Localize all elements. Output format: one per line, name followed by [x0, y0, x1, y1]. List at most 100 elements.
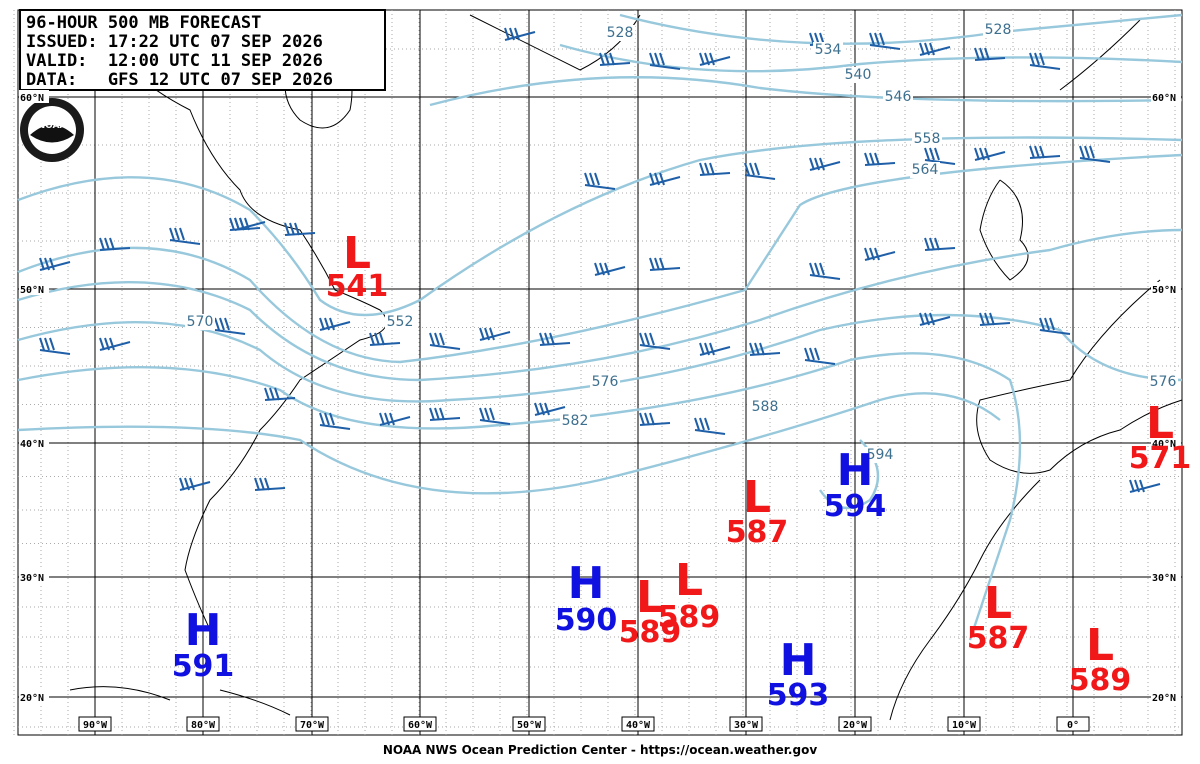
barb-feather [44, 257, 50, 271]
barb-feather [174, 227, 180, 241]
barb-feather [1084, 145, 1090, 159]
pressure-value: 589 [619, 615, 682, 650]
pressure-center: H [568, 558, 605, 609]
barb-feather [644, 412, 650, 426]
barb-feather [869, 247, 875, 261]
barb-feather [1039, 52, 1045, 66]
barb-feather [539, 332, 545, 346]
logo-text: NOAA [38, 121, 67, 131]
contour-label: 558 [914, 131, 941, 147]
pressure-center: L [1146, 398, 1174, 449]
barb-shaft [229, 227, 261, 231]
barb-feather [649, 172, 655, 186]
wind-barbs [39, 27, 1161, 493]
barb-feather [384, 412, 390, 426]
barb-feather [369, 332, 375, 346]
barb-feather [219, 317, 225, 331]
lat-label: 30°N [1152, 573, 1176, 584]
barb-feather [984, 47, 990, 61]
pressure-value: 587 [967, 621, 1030, 656]
lon-label-box [621, 716, 655, 732]
contour-label-bg [813, 42, 843, 58]
barb-feather [704, 417, 710, 431]
barb-feather [929, 312, 935, 326]
lat-label-box [19, 282, 49, 295]
barb-shaft [379, 416, 411, 426]
lat-label-box [19, 90, 49, 103]
barb-shaft [809, 161, 841, 171]
barb-shaft [699, 56, 731, 66]
barb-feather [1049, 317, 1055, 331]
barb-feather [329, 412, 335, 426]
barb-feather [869, 152, 875, 166]
barb-feather [979, 312, 985, 326]
barb-shaft [1029, 64, 1061, 70]
barb-feather [319, 317, 325, 331]
header-box [19, 9, 386, 91]
lat-label: 50°N [1152, 285, 1176, 296]
lat-label: 60°N [20, 93, 44, 104]
barb-feather [699, 342, 705, 356]
barb-feather [924, 42, 930, 56]
barb-feather [549, 332, 555, 346]
barb-feather [389, 412, 395, 426]
barb-feather [379, 412, 385, 426]
barb-shaft [979, 322, 1011, 326]
lat-label: 50°N [20, 285, 44, 296]
barb-feather [109, 237, 115, 251]
barb-shaft [639, 344, 671, 350]
lat-label-box [1151, 690, 1181, 703]
barb-feather [919, 42, 925, 56]
barb-feather [534, 402, 540, 416]
barb-shaft [694, 429, 726, 435]
barb-shaft [864, 251, 896, 261]
pressure-center: H [780, 635, 817, 686]
barb-feather [434, 332, 440, 346]
pressure-center: L [343, 228, 371, 279]
barb-feather [709, 52, 715, 66]
barb-feather [104, 337, 110, 351]
barb-feather [109, 337, 115, 351]
barb-feather [169, 227, 175, 241]
contour-label-bg [590, 374, 620, 390]
barb-feather [604, 262, 610, 276]
barb-shaft [39, 261, 71, 271]
barb-feather [989, 312, 995, 326]
barb-feather [544, 402, 550, 416]
lon-label: 40°W [626, 720, 651, 731]
pressure-value: 589 [658, 600, 721, 635]
footer-credit: NOAA NWS Ocean Prediction Center - https… [383, 743, 817, 757]
barb-feather [489, 327, 495, 341]
barb-feather [1089, 145, 1095, 159]
lon-label-box [186, 716, 220, 732]
barb-feather [264, 477, 270, 491]
barb-feather [1029, 145, 1035, 159]
barb-feather [814, 262, 820, 276]
lon-label: 70°W [300, 720, 325, 731]
contour-label: 552 [387, 314, 414, 330]
barb-feather [709, 342, 715, 356]
contour-label: 528 [985, 22, 1012, 38]
barb-feather [874, 32, 880, 46]
lon-label-box [403, 716, 437, 732]
barb-feather [429, 332, 435, 346]
barb-feather [259, 477, 265, 491]
barb-shaft [1039, 329, 1071, 335]
contour-label-bg [560, 413, 590, 429]
lon-label: 80°W [191, 720, 216, 731]
barb-feather [184, 477, 190, 491]
barb-shaft [504, 31, 536, 41]
barb-feather [1139, 479, 1145, 493]
barb-shaft [369, 342, 401, 346]
lon-label: 60°W [408, 720, 433, 731]
barb-feather [1044, 317, 1050, 331]
contour-label-bg [912, 131, 942, 147]
barb-shaft [319, 424, 351, 430]
barb-feather [639, 412, 645, 426]
barb-feather [649, 257, 655, 271]
lat-label-box [1151, 282, 1181, 295]
barb-feather [594, 262, 600, 276]
barb-shaft [214, 329, 246, 335]
contour-label: 588 [752, 399, 779, 415]
contour-label: 576 [592, 374, 619, 390]
